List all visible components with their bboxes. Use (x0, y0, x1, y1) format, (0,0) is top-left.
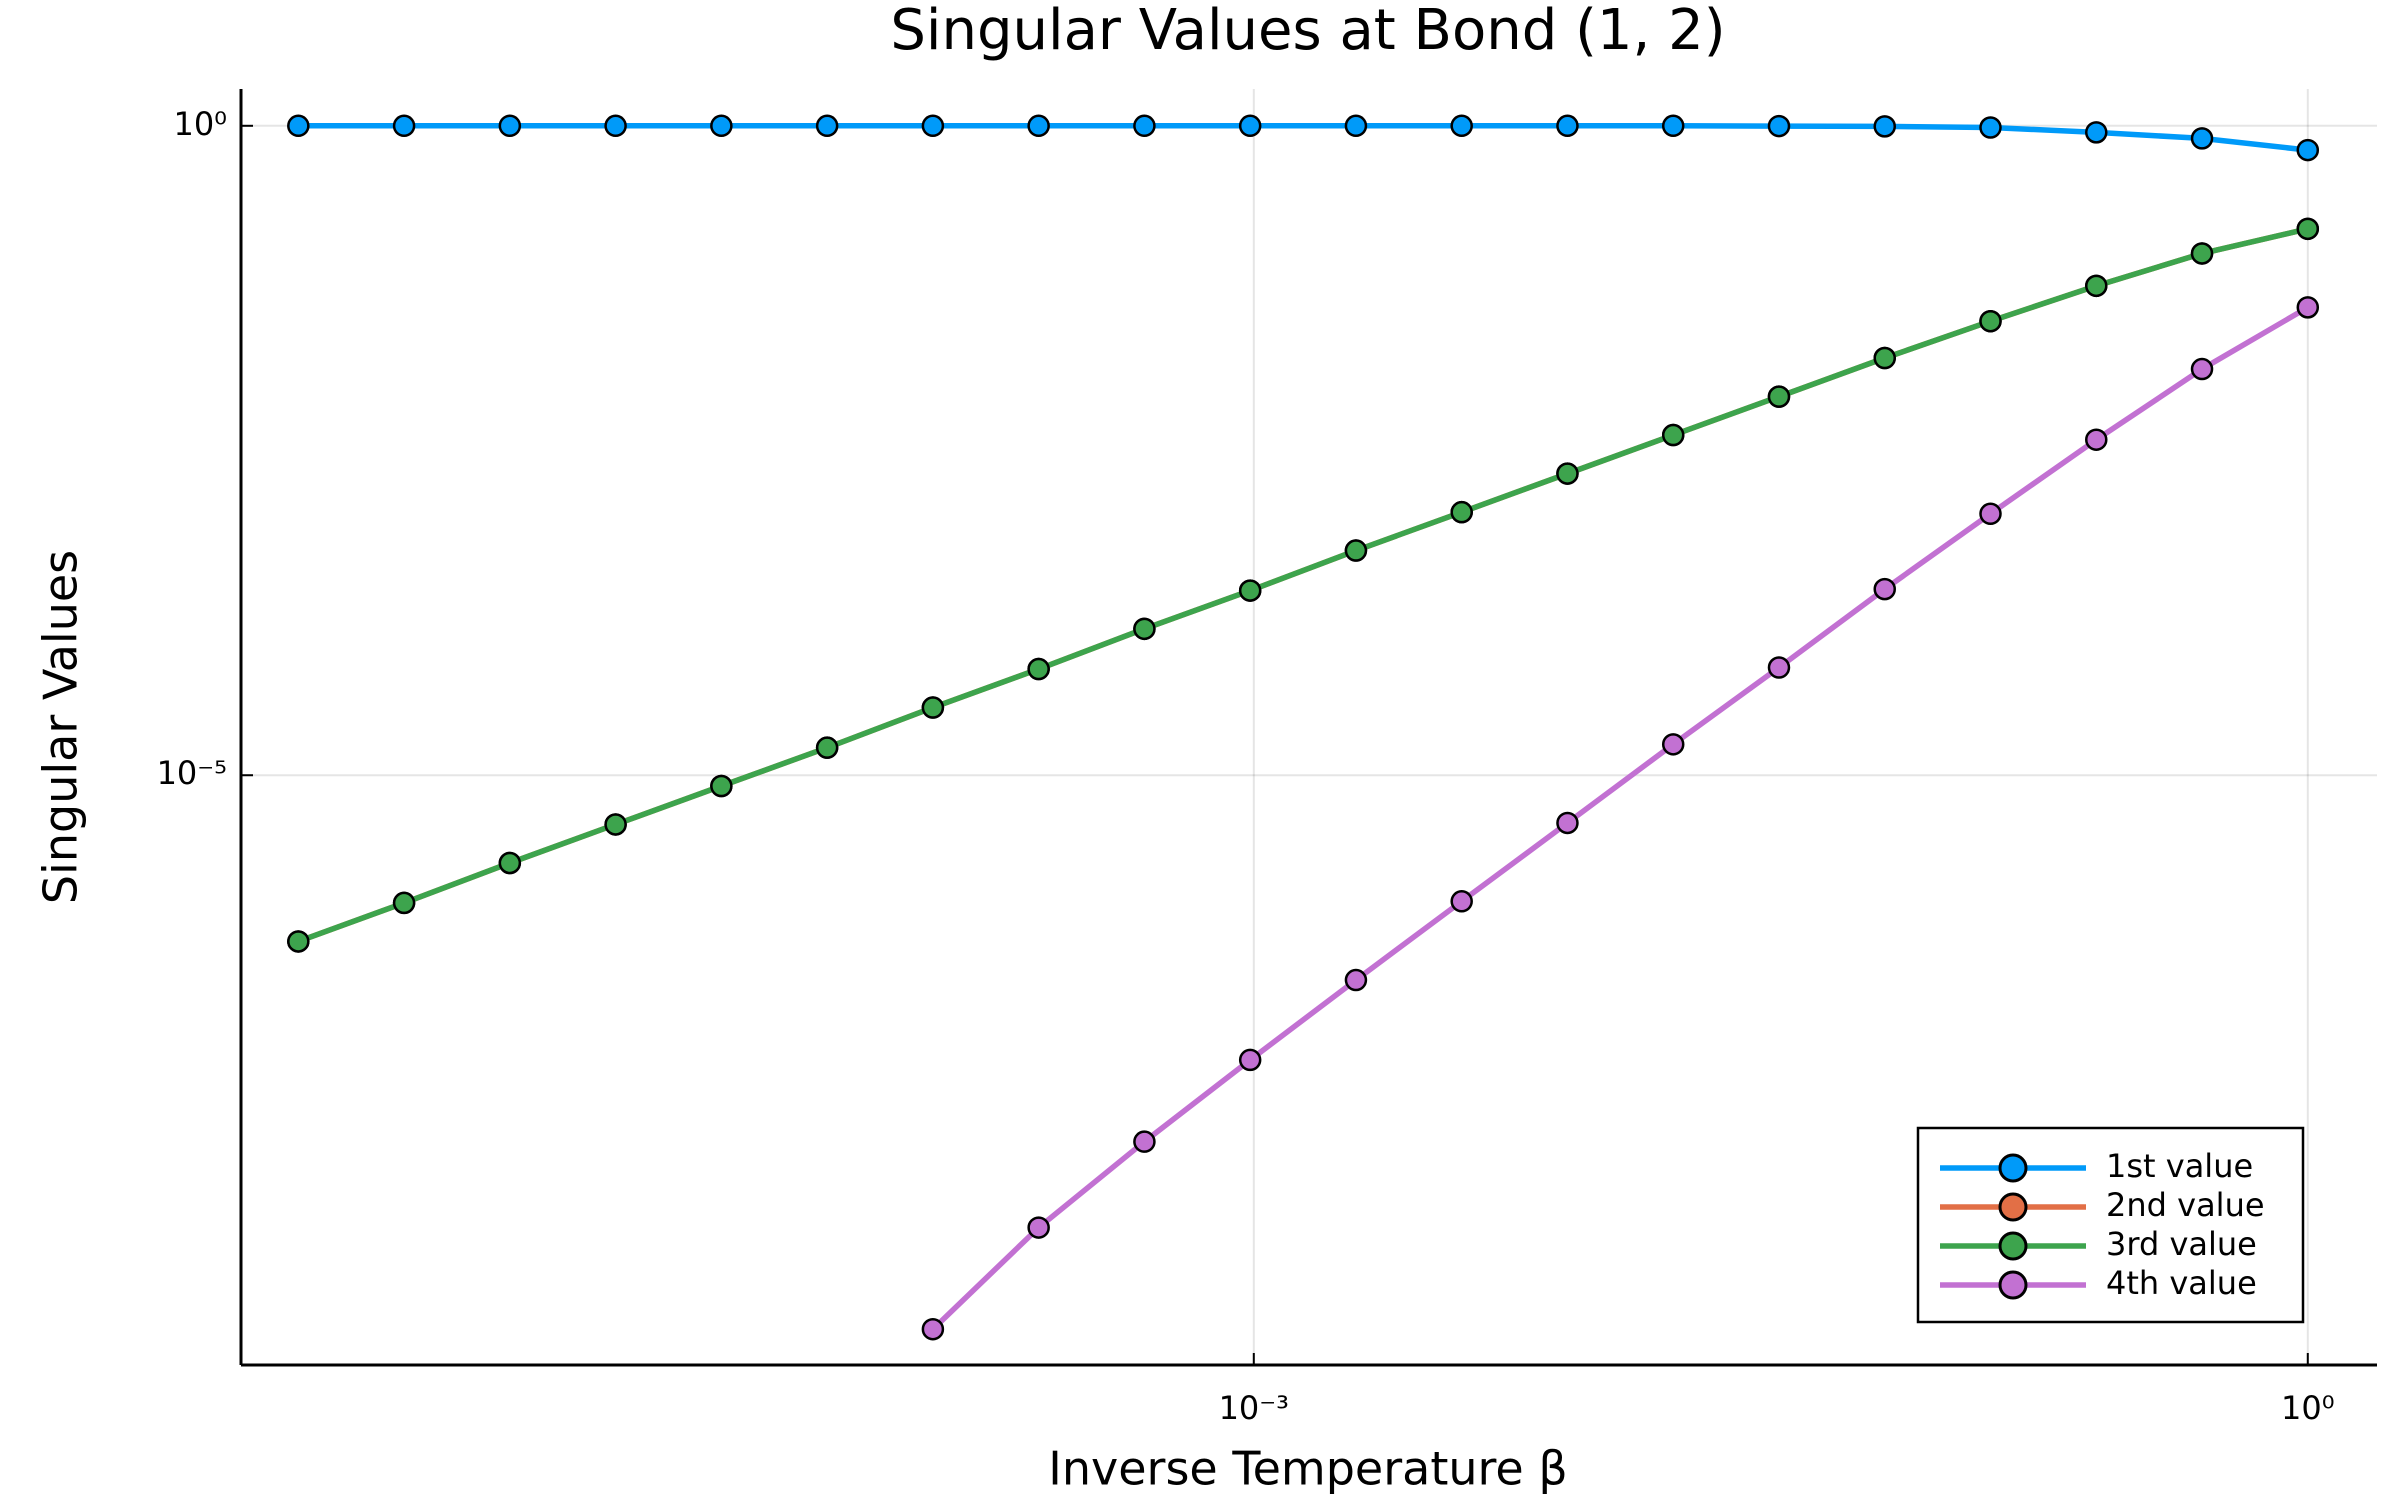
marker (2190, 242, 2214, 265)
marker (1238, 1048, 1262, 1072)
marker (1979, 116, 2002, 139)
marker (1873, 577, 1896, 601)
x-tick-label: 10⁻³ (1219, 1389, 1289, 1427)
marker (1344, 539, 1368, 562)
legend-marker (1998, 1270, 2028, 1300)
marker (287, 114, 310, 138)
marker (1238, 114, 1262, 138)
series-line (297, 226, 2309, 945)
legend-marker (1998, 1192, 2028, 1222)
series-line (930, 304, 2310, 1332)
marker (1661, 423, 1685, 447)
marker (604, 813, 627, 836)
marker (1027, 114, 1050, 138)
marker (1979, 502, 2002, 526)
marker (1556, 811, 1579, 835)
marker (392, 114, 416, 138)
marker (2190, 357, 2214, 381)
marker (1344, 114, 1368, 138)
marker (498, 851, 522, 875)
marker (710, 114, 733, 138)
series-line (298, 123, 2309, 153)
marker (1767, 385, 1791, 408)
marker (1979, 309, 2002, 333)
x-tick-label: 10⁰ (2281, 1389, 2335, 1427)
marker (1556, 462, 1579, 485)
legend-label: 2nd value (2106, 1186, 2265, 1224)
marker (1344, 968, 1368, 992)
marker (1450, 114, 1473, 138)
marker (1027, 657, 1050, 681)
marker (2296, 138, 2320, 162)
marker (1133, 617, 1156, 641)
marker (1556, 114, 1579, 138)
marker (921, 1317, 945, 1341)
marker (921, 696, 945, 719)
chart-title: Singular Values at Bond (1, 2) (890, 0, 1725, 63)
marker (1767, 656, 1791, 679)
y-tick-label: 10⁻⁵ (157, 754, 227, 792)
marker (287, 930, 310, 953)
marker (2085, 121, 2108, 144)
legend-label: 1st value (2106, 1147, 2253, 1185)
legend-marker (1998, 1153, 2028, 1183)
marker (710, 774, 733, 798)
marker (604, 114, 627, 138)
marker (2085, 428, 2108, 451)
marker (2085, 274, 2108, 298)
marker (498, 114, 522, 138)
marker (1661, 114, 1685, 138)
marker (1238, 579, 1262, 602)
legend-label: 3rd value (2106, 1225, 2257, 1263)
marker (1767, 114, 1791, 138)
y-axis-label: Singular Values (34, 550, 88, 904)
marker (1873, 346, 1896, 370)
marker (815, 736, 839, 759)
legend-box (1916, 1126, 2305, 1324)
marker (1027, 1216, 1050, 1239)
y-tick-label: 10⁰ (173, 105, 227, 143)
marker (921, 114, 945, 138)
marker (1450, 500, 1473, 524)
marker (815, 114, 839, 138)
legend-label: 4th value (2106, 1264, 2257, 1302)
marker (1661, 733, 1685, 756)
marker (2190, 127, 2214, 150)
marker (1133, 114, 1156, 138)
marker (392, 891, 416, 915)
marker (1450, 890, 1473, 913)
x-axis-label: Inverse Temperature β (1048, 1442, 1567, 1496)
series-line (297, 226, 2309, 945)
marker (2296, 296, 2320, 319)
marker (1873, 115, 1896, 138)
marker (1133, 1130, 1156, 1153)
marker (2296, 217, 2320, 241)
legend-marker (1998, 1231, 2028, 1261)
